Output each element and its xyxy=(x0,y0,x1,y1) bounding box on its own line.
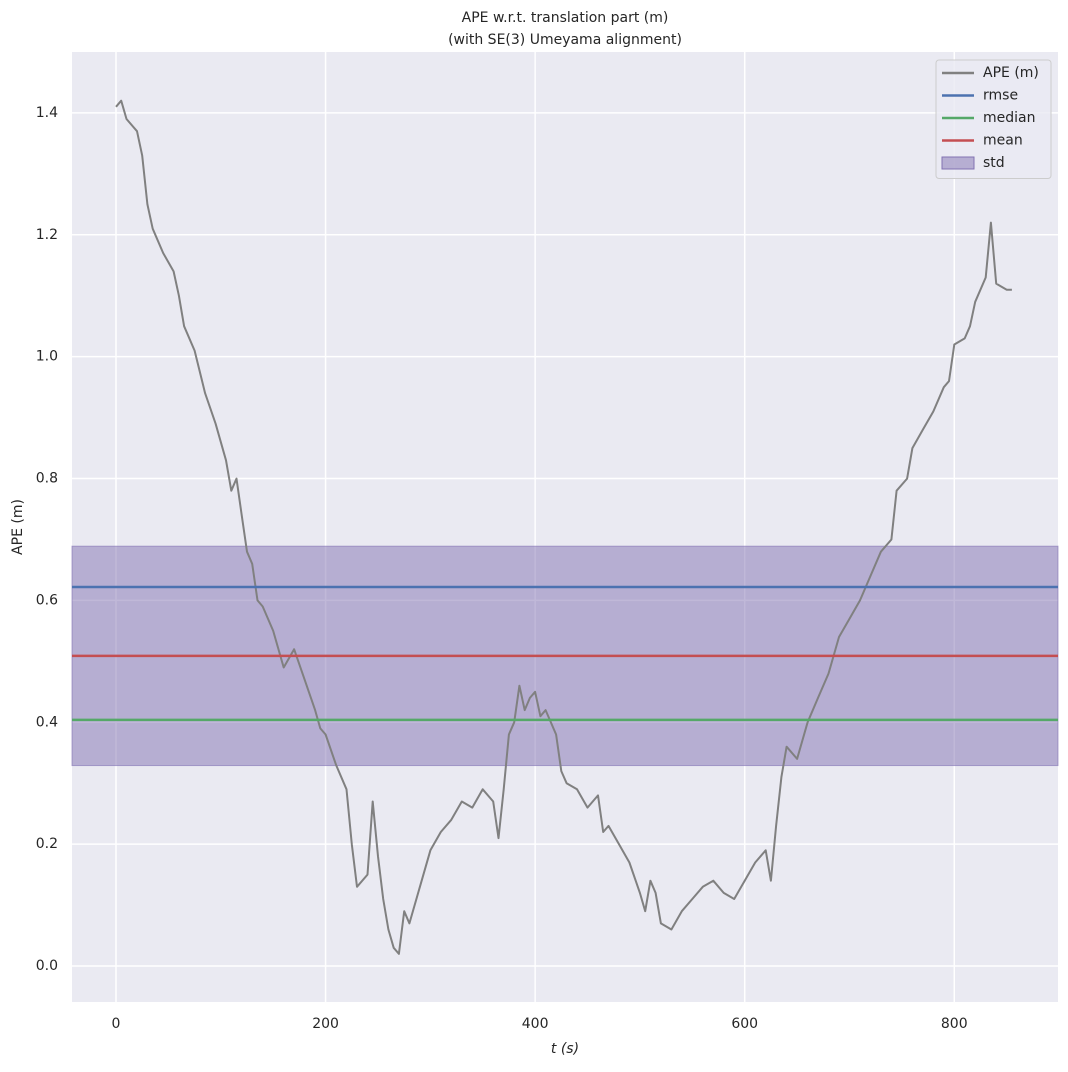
y-tick-label: 1.0 xyxy=(36,349,58,365)
x-tick-label: 800 xyxy=(941,1016,968,1032)
y-tick-label: 0.8 xyxy=(36,471,58,487)
legend-swatch xyxy=(941,156,975,170)
y-tick-label: 0.0 xyxy=(36,958,58,974)
chart-title: APE w.r.t. translation part (m) xyxy=(462,10,669,26)
y-tick-label: 0.2 xyxy=(36,836,58,852)
y-tick-label: 1.4 xyxy=(36,105,58,121)
legend-label: mean xyxy=(983,133,1023,149)
legend-box xyxy=(935,59,1052,179)
chart-subtitle: (with SE(3) Umeyama alignment) xyxy=(448,32,682,48)
x-tick-label: 600 xyxy=(731,1016,758,1032)
y-tick-label: 0.6 xyxy=(36,592,58,608)
x-tick-label: 200 xyxy=(312,1016,339,1032)
x-axis-label: t (s) xyxy=(551,1041,579,1057)
legend-label: median xyxy=(983,110,1035,126)
x-tick-label: 0 xyxy=(112,1016,121,1032)
y-tick-label: 1.2 xyxy=(36,227,58,243)
legend-label: std xyxy=(983,155,1005,171)
legend-label: APE (m) xyxy=(983,65,1039,81)
y-tick-label: 0.4 xyxy=(36,714,58,730)
plot-area xyxy=(72,52,1058,1002)
legend-label: rmse xyxy=(983,88,1018,104)
y-axis-label: APE (m) xyxy=(10,499,26,555)
ape-line xyxy=(115,99,1012,955)
x-tick-label: 400 xyxy=(522,1016,549,1032)
